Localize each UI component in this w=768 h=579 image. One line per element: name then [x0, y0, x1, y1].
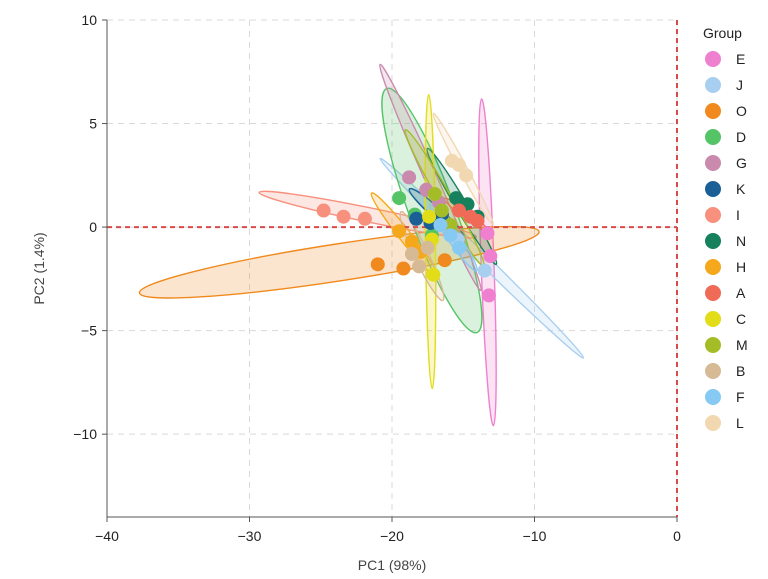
legend-label-G: G: [736, 155, 747, 171]
point-F: [451, 240, 466, 255]
legend-swatch-O: [705, 103, 721, 119]
legend-label-F: F: [736, 389, 745, 405]
y-tick-label: 0: [89, 219, 97, 235]
legend-label-A: A: [736, 285, 746, 301]
legend-swatch-C: [705, 311, 721, 327]
point-L: [451, 157, 466, 172]
legend-label-C: C: [736, 311, 746, 327]
point-I: [336, 209, 351, 224]
point-E: [481, 288, 496, 303]
point-F: [433, 218, 448, 233]
legend-swatch-J: [705, 77, 721, 93]
x-tick-label: −40: [95, 528, 119, 544]
point-A: [470, 213, 485, 228]
point-B: [420, 240, 435, 255]
legend-label-K: K: [736, 181, 746, 197]
point-L: [459, 168, 474, 183]
legend-swatch-H: [705, 259, 721, 275]
point-B: [404, 247, 419, 262]
point-E: [483, 249, 498, 264]
legend-swatch-N: [705, 233, 721, 249]
legend-swatch-G: [705, 155, 721, 171]
legend-swatch-F: [705, 389, 721, 405]
confidence-ellipses: [138, 60, 586, 426]
point-B: [412, 259, 427, 274]
point-I: [316, 203, 331, 218]
point-M: [427, 186, 442, 201]
y-tick-label: 5: [89, 116, 97, 132]
y-tick-label: −10: [73, 426, 97, 442]
point-A: [451, 203, 466, 218]
point-K: [409, 211, 424, 226]
point-N: [449, 191, 464, 206]
data-points: [316, 153, 498, 303]
legend-swatch-K: [705, 181, 721, 197]
legend-swatch-L: [705, 415, 721, 431]
legend-swatch-A: [705, 285, 721, 301]
legend-swatch-B: [705, 363, 721, 379]
legend-label-H: H: [736, 259, 746, 275]
point-H: [392, 224, 407, 239]
x-tick-label: −10: [523, 528, 547, 544]
legend-label-N: N: [736, 233, 746, 249]
y-tick-label: −5: [81, 323, 97, 339]
legend-label-E: E: [736, 51, 745, 67]
point-G: [402, 170, 417, 185]
x-tick-label: −30: [238, 528, 262, 544]
legend-label-B: B: [736, 363, 745, 379]
legend-label-I: I: [736, 207, 740, 223]
point-C: [426, 267, 441, 282]
point-C: [422, 209, 437, 224]
point-E: [480, 226, 495, 241]
x-tick-label: 0: [673, 528, 681, 544]
legend-label-O: O: [736, 103, 747, 119]
legend-label-L: L: [736, 415, 744, 431]
point-M: [443, 218, 458, 233]
ellipse-O: [138, 213, 540, 311]
y-tick-label: 10: [81, 12, 97, 28]
point-H: [404, 234, 419, 249]
point-O: [437, 253, 452, 268]
point-J: [477, 263, 492, 278]
legend-swatch-M: [705, 337, 721, 353]
legend-label-M: M: [736, 337, 748, 353]
legend-label-D: D: [736, 129, 746, 145]
legend-swatch-D: [705, 129, 721, 145]
x-axis-title: PC1 (98%): [358, 557, 426, 573]
point-M: [434, 203, 449, 218]
point-O: [396, 261, 411, 276]
axes: −40 −30 −20 −10 0 10 5 0 −5 −10 PC1 (98%) PC2 (1.4%…: [31, 12, 681, 573]
x-tick-label: −20: [380, 528, 404, 544]
y-axis-title: PC2 (1.4%): [31, 232, 47, 304]
reference-lines: [107, 20, 678, 517]
point-F: [443, 228, 458, 243]
legend-swatch-E: [705, 51, 721, 67]
point-D: [392, 191, 407, 206]
point-I: [357, 211, 372, 226]
point-O: [370, 257, 385, 272]
legend-label-J: J: [736, 77, 743, 93]
legend-title: Group: [703, 25, 742, 41]
legend-swatch-I: [705, 207, 721, 223]
